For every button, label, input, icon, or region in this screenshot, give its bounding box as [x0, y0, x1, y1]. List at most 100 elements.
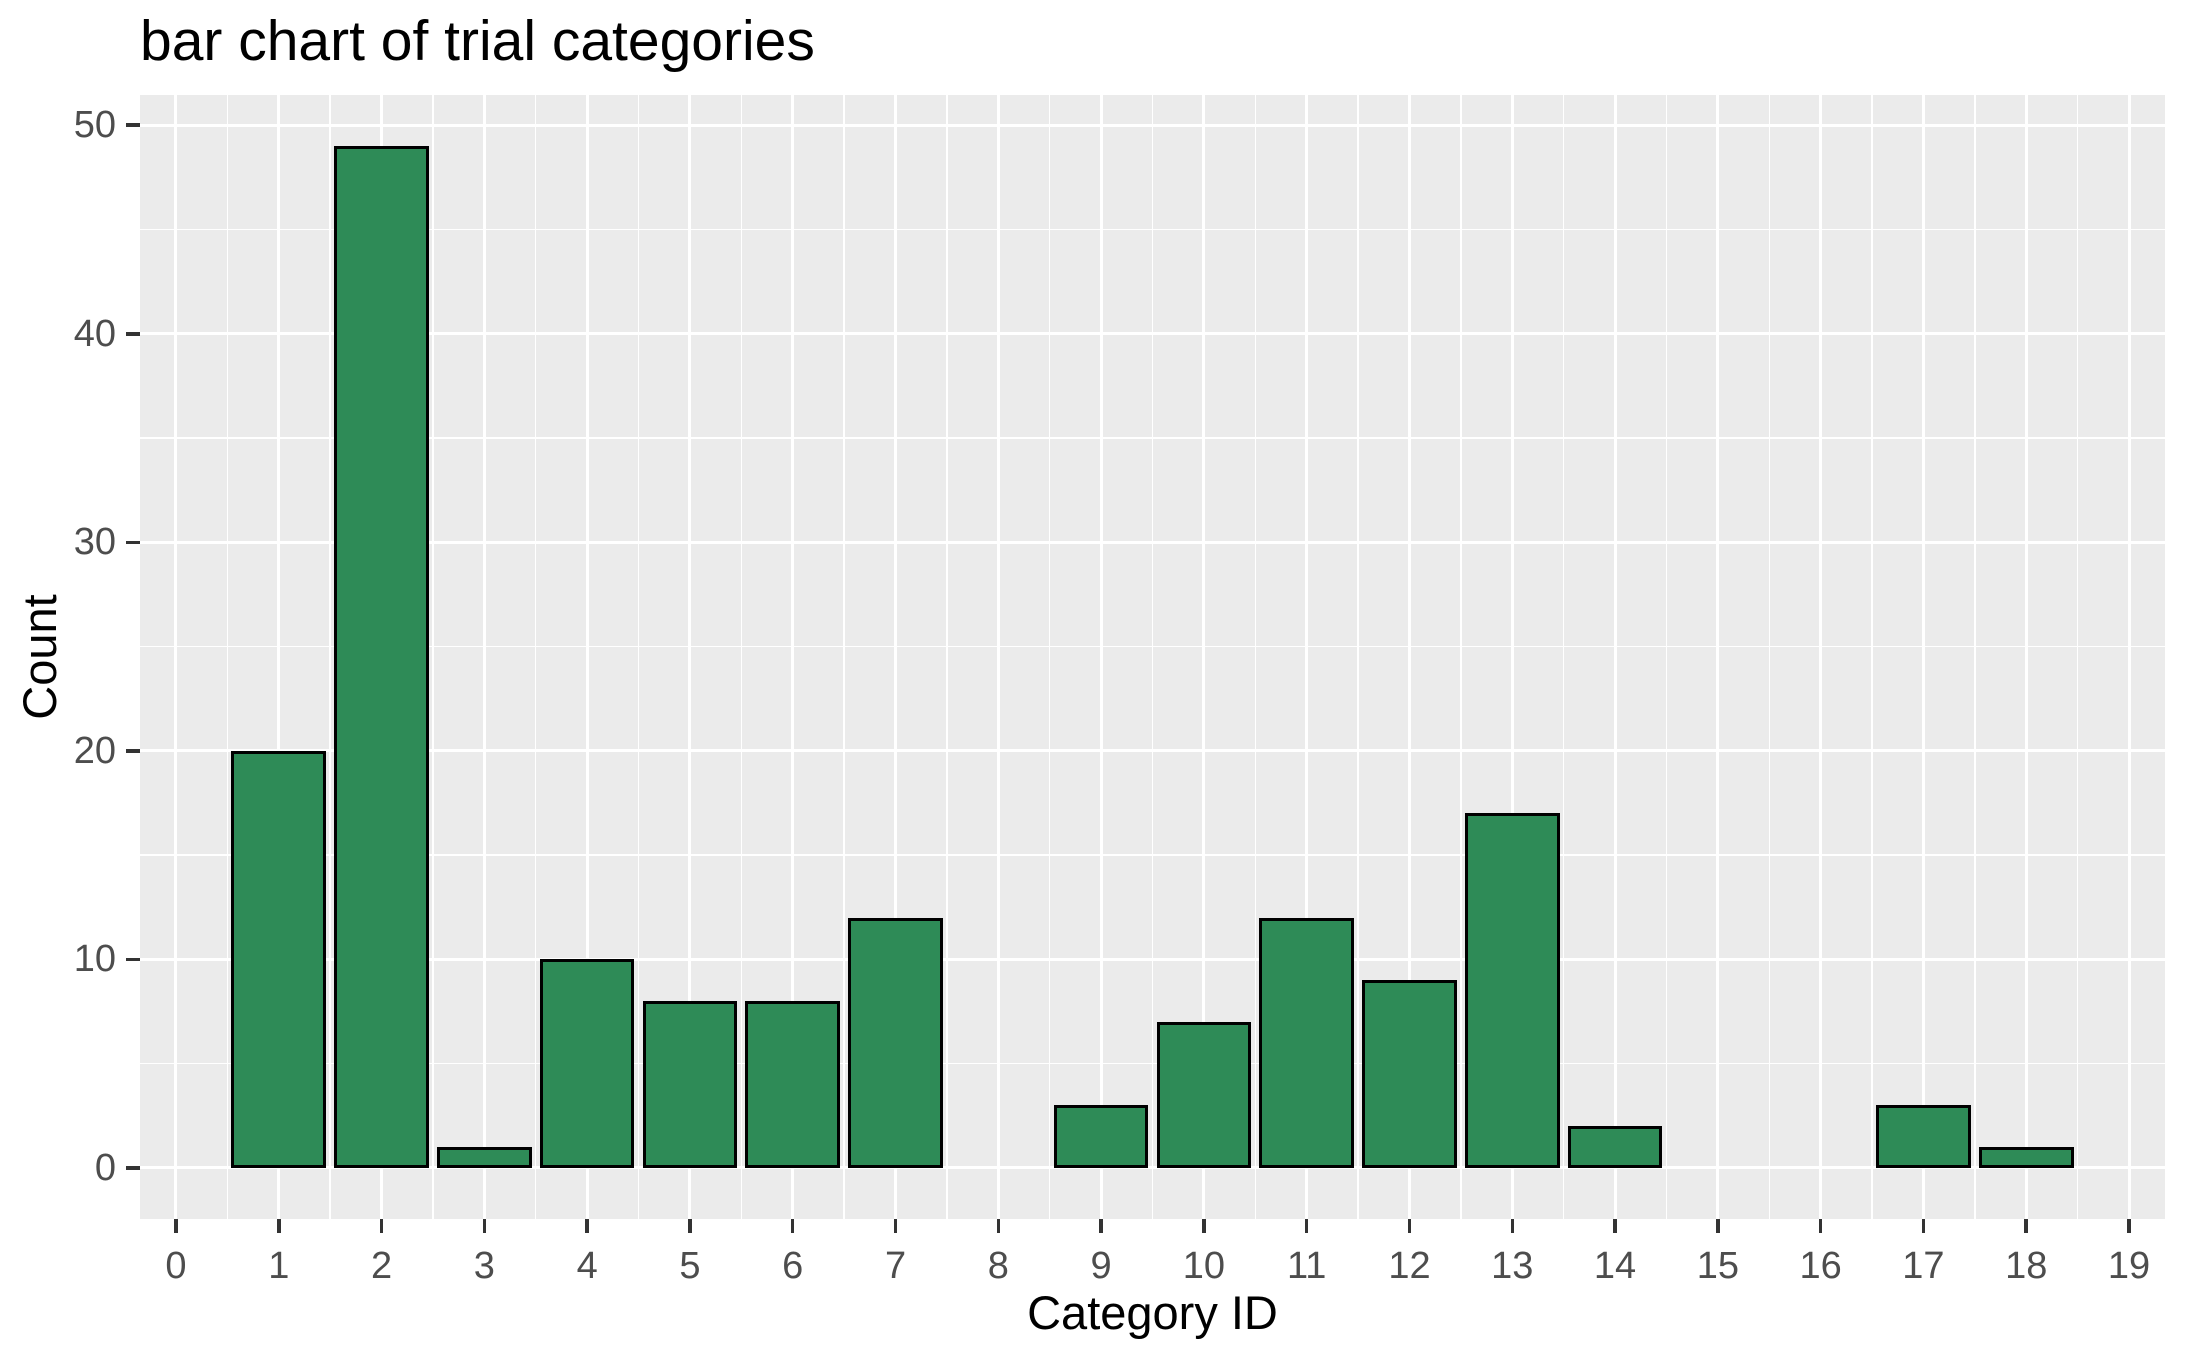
bar-category-6 [745, 1001, 840, 1168]
y-tick-mark [126, 123, 140, 127]
x-tick-mark [1510, 1219, 1515, 1233]
x-tick-label: 8 [987, 1245, 1009, 1287]
bar-category-5 [642, 1001, 738, 1168]
y-major-gridline [140, 957, 2165, 961]
y-major-gridline [140, 540, 2165, 544]
bar-category-18 [1978, 1147, 2074, 1168]
x-tick-label: 1 [268, 1245, 290, 1287]
x-tick-label: 18 [2005, 1245, 2048, 1287]
x-major-gridline [277, 95, 281, 1219]
x-tick-label: 9 [1090, 1245, 1112, 1287]
x-major-gridline [1716, 95, 1720, 1219]
y-axis-title: Count [13, 594, 66, 720]
x-tick-mark [688, 1219, 692, 1233]
bar-category-14 [1567, 1126, 1663, 1168]
bar-category-4 [539, 959, 635, 1168]
bar-category-12 [1362, 980, 1457, 1168]
x-tick-mark [174, 1219, 178, 1233]
y-major-gridline [140, 1166, 2165, 1170]
y-tick-label: 30 [73, 521, 116, 564]
x-tick-mark [277, 1219, 281, 1233]
bar-category-9 [1053, 1105, 1149, 1168]
y-tick-mark [126, 957, 140, 962]
x-minor-gridline [1974, 95, 1976, 1219]
x-tick-label: 19 [2107, 1245, 2151, 1287]
x-major-gridline [2024, 95, 2028, 1219]
x-tick-label: 17 [1902, 1245, 1945, 1287]
x-major-gridline [174, 95, 178, 1219]
x-tick-mark [585, 1219, 589, 1233]
x-minor-gridline [226, 95, 229, 1219]
x-minor-gridline [329, 95, 331, 1219]
bar-category-11 [1259, 917, 1354, 1168]
y-tick-label: 10 [73, 938, 116, 981]
x-minor-gridline [1048, 95, 1051, 1219]
x-minor-gridline [1357, 95, 1359, 1219]
y-major-gridline [140, 332, 2165, 336]
y-major-gridline [140, 749, 2165, 753]
x-tick-mark [482, 1219, 487, 1233]
bar-category-13 [1464, 813, 1560, 1168]
chart-title: bar chart of trial categories [140, 9, 815, 73]
bar-category-1 [231, 750, 327, 1168]
x-tick-mark [1407, 1219, 1412, 1233]
x-major-gridline [1099, 95, 1103, 1219]
x-minor-gridline [1254, 95, 1257, 1219]
x-tick-label: 12 [1388, 1245, 1431, 1287]
x-major-gridline [585, 95, 589, 1219]
x-minor-gridline [843, 95, 845, 1219]
x-major-gridline [2127, 95, 2131, 1219]
y-tick-mark [126, 749, 140, 753]
x-minor-gridline [2076, 95, 2079, 1219]
x-tick-label: 0 [165, 1245, 187, 1287]
x-tick-label: 7 [884, 1245, 907, 1287]
x-tick-mark [1202, 1219, 1206, 1233]
x-tick-label: 16 [1799, 1245, 1842, 1287]
x-minor-gridline [432, 95, 434, 1219]
x-major-gridline [1613, 95, 1617, 1219]
y-tick-mark [126, 540, 140, 545]
bar-category-10 [1156, 1021, 1252, 1168]
x-tick-mark [2127, 1219, 2131, 1233]
x-tick-mark [790, 1219, 795, 1233]
x-minor-gridline [1871, 95, 1873, 1219]
plot-panel [140, 95, 2165, 1219]
x-major-gridline [996, 95, 1000, 1219]
x-tick-label: 5 [679, 1245, 701, 1287]
x-minor-gridline [534, 95, 537, 1219]
x-tick-mark [1921, 1219, 1926, 1233]
x-major-gridline [894, 95, 898, 1219]
x-minor-gridline [1460, 95, 1462, 1219]
x-tick-label: 4 [576, 1245, 598, 1287]
y-tick-mark [126, 332, 140, 336]
x-tick-label: 13 [1491, 1245, 1534, 1287]
x-tick-mark [996, 1219, 1001, 1233]
x-major-gridline [688, 95, 692, 1219]
x-tick-mark [893, 1219, 898, 1233]
bar-category-17 [1876, 1105, 1971, 1168]
x-tick-label: 6 [782, 1245, 804, 1287]
x-minor-gridline [740, 95, 743, 1219]
x-tick-label: 11 [1286, 1245, 1327, 1287]
x-axis-title: Category ID [1027, 1286, 1278, 1339]
x-major-gridline [1510, 95, 1514, 1219]
x-major-gridline [1819, 95, 1823, 1219]
x-tick-mark [379, 1219, 384, 1233]
x-major-gridline [1407, 95, 1411, 1219]
bar-category-7 [848, 917, 943, 1168]
y-tick-label: 0 [94, 1146, 116, 1189]
y-tick-mark [126, 1166, 140, 1170]
x-minor-gridline [1768, 95, 1770, 1219]
x-major-gridline [1921, 95, 1925, 1219]
x-minor-gridline [1151, 95, 1154, 1219]
x-tick-mark [1613, 1219, 1617, 1233]
y-major-gridline [140, 123, 2165, 127]
x-tick-label: 2 [370, 1245, 393, 1287]
x-tick-mark [1818, 1219, 1823, 1233]
x-major-gridline [1305, 95, 1309, 1219]
x-tick-label: 10 [1182, 1245, 1226, 1287]
x-minor-gridline [946, 95, 948, 1219]
bar-category-3 [437, 1147, 532, 1168]
bar-category-2 [334, 146, 429, 1168]
